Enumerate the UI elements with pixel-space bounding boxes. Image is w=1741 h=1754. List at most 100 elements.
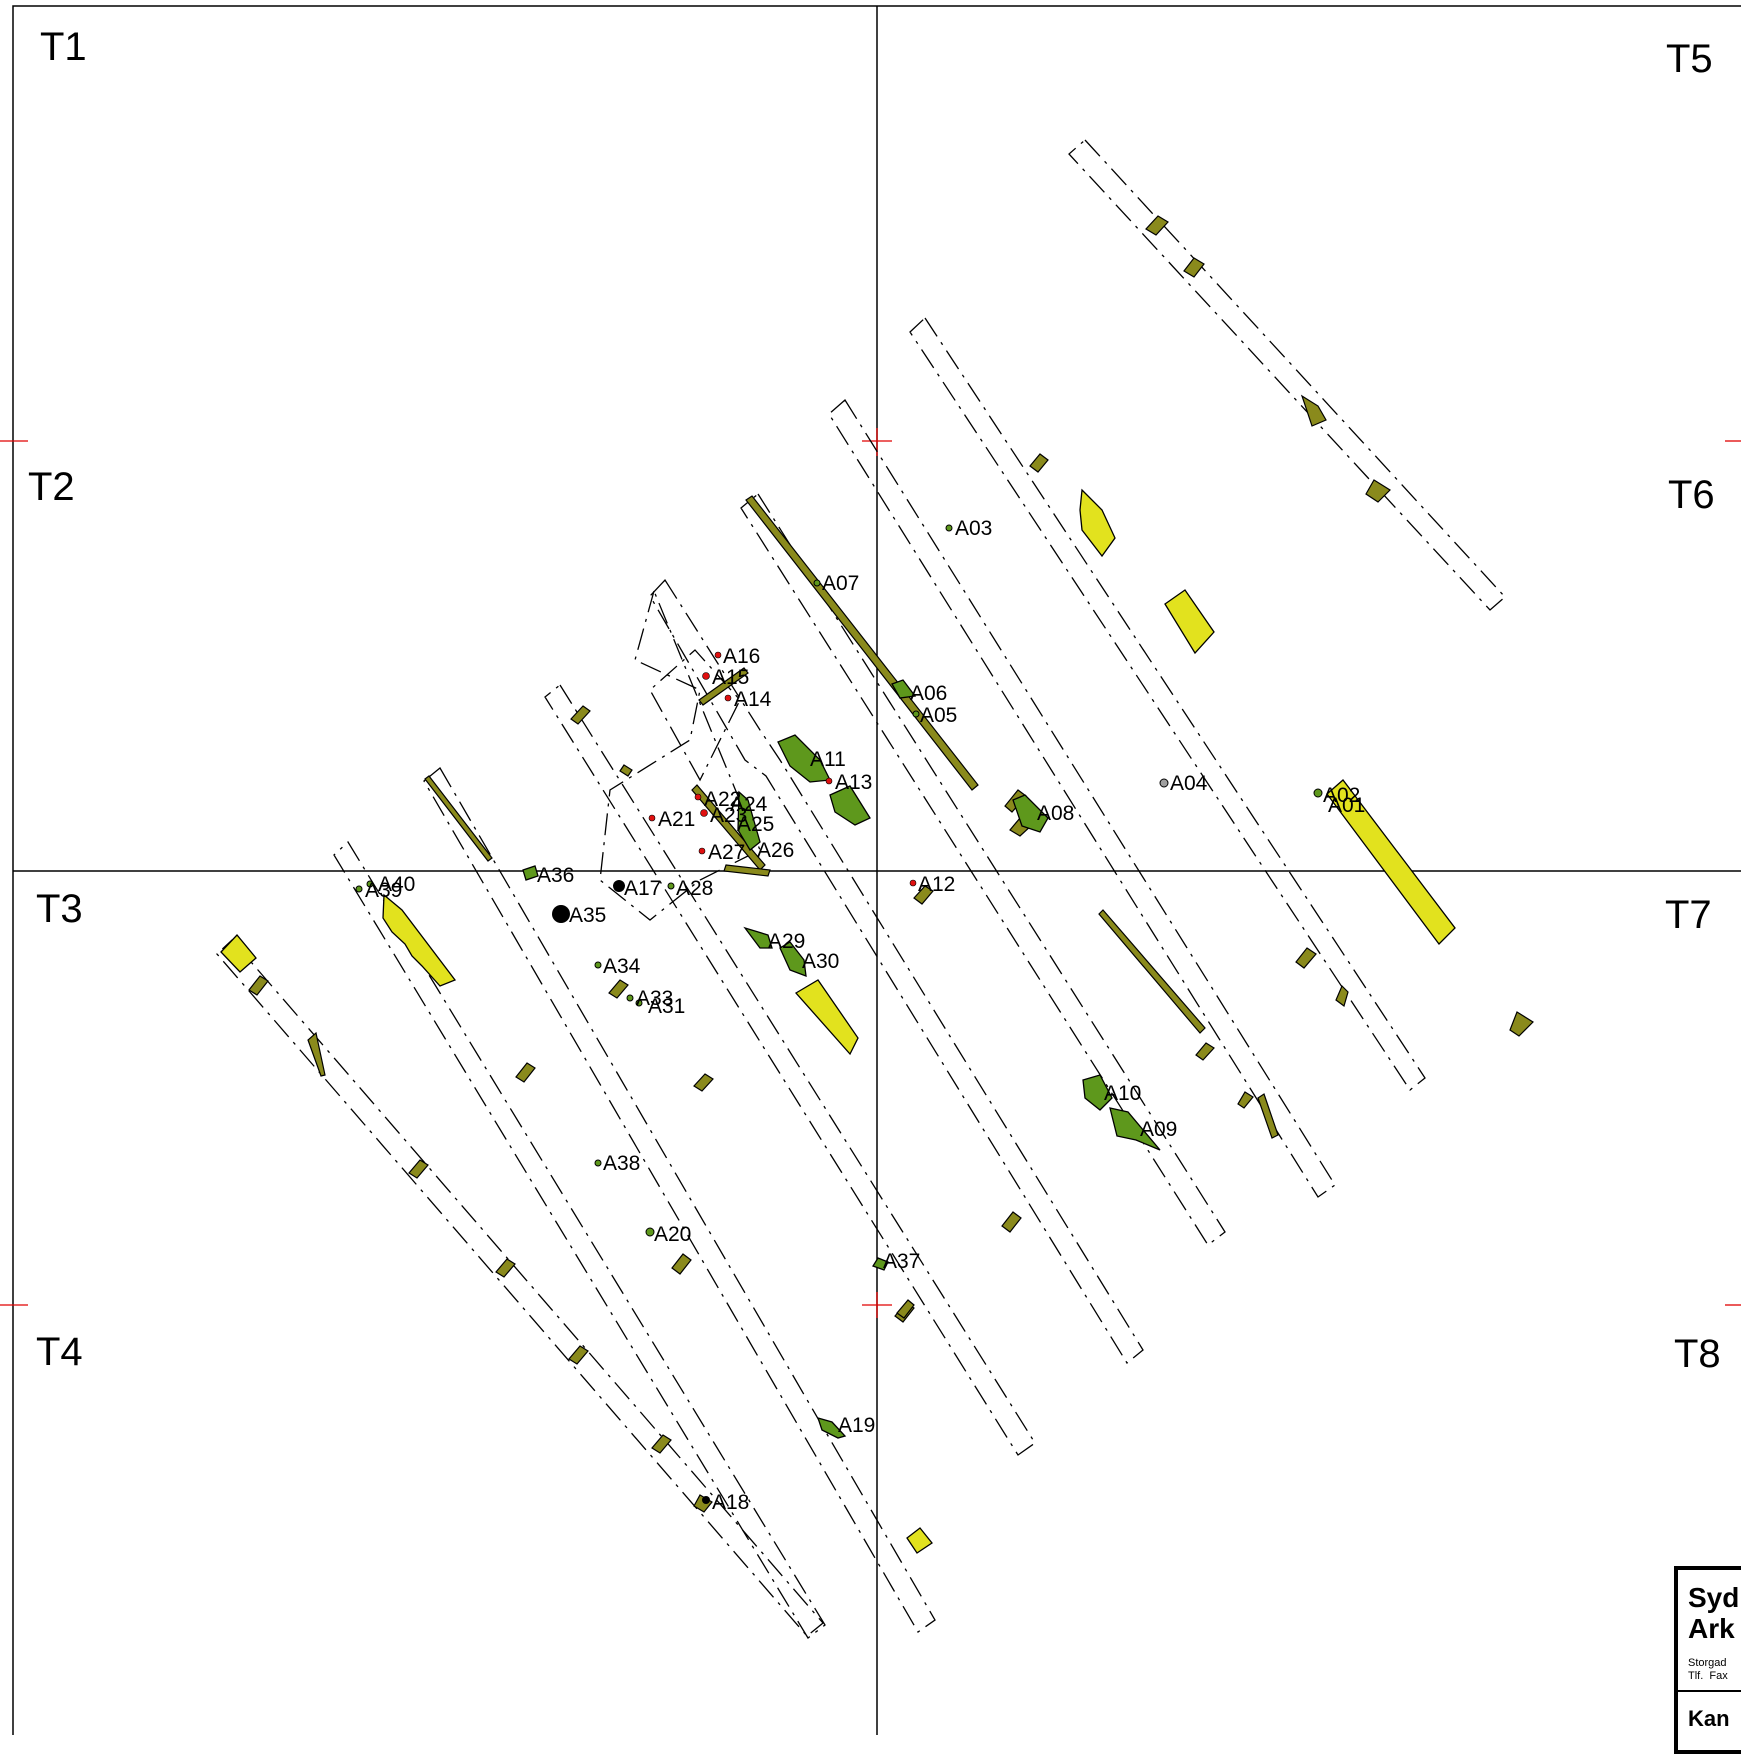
- ditch-strip: [671, 1253, 692, 1275]
- feature-label-a15: A15: [712, 666, 749, 689]
- feature-label-a16: A16: [723, 645, 760, 668]
- feature-label-a19: A19: [838, 1414, 875, 1437]
- feature-label-a28: A28: [676, 877, 713, 900]
- ditch-strip: [1001, 1211, 1022, 1233]
- pit-feature: [872, 1257, 889, 1271]
- sheet-label-t7: T7: [1665, 893, 1712, 937]
- pit-feature: [737, 790, 761, 851]
- sheet-label-t6: T6: [1668, 473, 1715, 517]
- pit-dot-a38: [594, 1159, 602, 1167]
- ditch-strip: [1365, 479, 1391, 503]
- ditch-strip: [896, 1299, 915, 1319]
- feature-label-a31: A31: [648, 995, 685, 1018]
- feature-label-a39: A39: [365, 879, 402, 902]
- feature-label-a10: A10: [1104, 1082, 1141, 1105]
- address-line-1: Storgad: [1688, 1657, 1727, 1669]
- feature-label-a11: A11: [810, 748, 846, 771]
- grid-ticks: [0, 428, 1741, 1318]
- pit-dot-a39: [355, 885, 363, 893]
- feature-label-a27: A27: [708, 841, 745, 864]
- sand-area: [382, 893, 457, 987]
- ditch-strip: [913, 885, 934, 905]
- ditch-strip: [307, 1031, 326, 1077]
- pit-dot-a07: [813, 579, 821, 587]
- organisation-address: Storgad Tlf. Fax: [1688, 1657, 1728, 1683]
- feature-label-a26: A26: [757, 839, 794, 862]
- pit-feature: [1082, 1074, 1113, 1111]
- ditch-strip: [1300, 394, 1327, 427]
- address-line-2: Tlf. Fax: [1688, 1670, 1728, 1682]
- feature-label-a29: A29: [768, 930, 805, 953]
- feature-label-a22: A22: [704, 788, 741, 811]
- posthole-a21: [648, 814, 656, 822]
- pit-dot-a04: [1159, 778, 1169, 788]
- ditch-strip: [651, 1434, 672, 1454]
- feature-label-a25: A25: [737, 813, 774, 836]
- ditch-strip: [1098, 909, 1206, 1034]
- organisation-name-line-2: Ark: [1688, 1613, 1735, 1644]
- pit-dot-a31: [635, 999, 643, 1007]
- sheet-label-t3: T3: [36, 887, 83, 931]
- ditch-strip: [568, 1345, 589, 1365]
- ditch-strip: [1295, 947, 1317, 969]
- trench-outline: [828, 399, 1336, 1198]
- posthole-a15: [702, 672, 710, 680]
- ditch-strip: [1257, 1093, 1279, 1139]
- feature-label-a13: A13: [835, 771, 872, 794]
- pit-dot-a35: [552, 905, 570, 923]
- pit-dot-a17: [613, 880, 625, 892]
- pit-feature: [816, 1417, 847, 1439]
- feature-label-a35: A35: [569, 904, 606, 927]
- ditch-strip: [515, 1062, 536, 1083]
- ditch-strip: [495, 1258, 516, 1278]
- sheet-label-t2: T2: [28, 465, 75, 509]
- feature-label-a08: A08: [1037, 802, 1074, 825]
- ditch-strip: [1029, 453, 1049, 473]
- sand-area: [906, 1527, 933, 1554]
- posthole-a16: [714, 651, 722, 659]
- sheet-label-t4: T4: [36, 1330, 83, 1374]
- sand-area: [220, 934, 257, 973]
- feature-label-a24: A24: [730, 793, 768, 816]
- trench-outline: [909, 316, 1426, 1091]
- title-block-subtitle: Kan: [1688, 1706, 1730, 1731]
- feature-label-a23: A23: [710, 804, 747, 827]
- feature-label-a01: A01: [1328, 794, 1365, 817]
- feature-label-a17: A17: [624, 877, 661, 900]
- ditch-strip: [1195, 1042, 1215, 1061]
- feature-label-a09: A09: [1140, 1118, 1177, 1141]
- ditch-strip: [723, 864, 771, 877]
- sheet-label-t5: T5: [1666, 37, 1713, 81]
- pit-feature: [891, 679, 917, 699]
- feature-label-a20: A20: [654, 1223, 691, 1246]
- pit-dot-a05: [912, 710, 920, 718]
- title-block: Syd Ark Storgad Tlf. Fax Kan: [1674, 1566, 1741, 1754]
- pit-dot-a40: [366, 880, 374, 888]
- ditch-features: [248, 215, 1534, 1513]
- ditch-strip: [1509, 1011, 1534, 1037]
- sheet-label-t8: T8: [1674, 1332, 1721, 1376]
- pit-features: [522, 679, 1161, 1439]
- ditch-strip: [693, 1073, 714, 1092]
- feature-label-a06: A06: [910, 682, 947, 705]
- pit-dot-a02: [1313, 788, 1323, 798]
- trench-outline: [216, 939, 824, 1637]
- feature-label-a40: A40: [378, 873, 415, 896]
- posthole-a22: [694, 793, 702, 801]
- ditch-strip: [1237, 1091, 1254, 1109]
- feature-label-a36: A36: [537, 864, 574, 887]
- ditch-strip: [1145, 215, 1169, 236]
- sand-area: [794, 979, 859, 1056]
- sand-area: [1164, 589, 1215, 655]
- trench-outline: [544, 684, 1036, 1456]
- sheet-labels: T1 T2 T3 T4 T5 T6 T7 T8: [28, 25, 1721, 1376]
- feature-label-a18: A18: [712, 1491, 749, 1514]
- feature-label-a07: A07: [822, 572, 859, 595]
- feature-label-a03: A03: [955, 517, 992, 540]
- organisation-name: Syd Ark: [1688, 1582, 1739, 1644]
- trench-outlines: [216, 139, 1506, 1639]
- title-block-divider: [1678, 1690, 1741, 1692]
- pit-feature: [743, 926, 773, 949]
- pit-feature: [779, 941, 807, 977]
- posthole-a23: [700, 809, 708, 817]
